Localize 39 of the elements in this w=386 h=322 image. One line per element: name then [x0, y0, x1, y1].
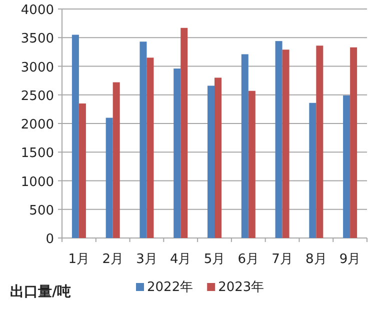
- legend-label: 2023年: [218, 280, 264, 295]
- bar: [309, 102, 316, 238]
- x-tick-label: 5月: [204, 252, 226, 267]
- bar: [316, 46, 324, 238]
- y-tick-label: 500: [29, 203, 54, 218]
- bar: [72, 34, 79, 238]
- x-tick-label: 3月: [136, 252, 158, 267]
- bar: [180, 28, 188, 238]
- bar: [174, 68, 181, 238]
- x-tick-label: 8月: [306, 252, 327, 267]
- bar: [343, 95, 350, 238]
- bar: [106, 118, 113, 238]
- bar: [282, 50, 290, 238]
- legend-label: 2022年: [147, 280, 194, 295]
- bar: [208, 86, 214, 238]
- bar: [350, 47, 358, 238]
- bar: [78, 103, 86, 238]
- x-tick-label: 2月: [102, 252, 124, 267]
- x-tick-label: 6月: [238, 252, 260, 267]
- bar: [112, 82, 120, 238]
- bar: [146, 58, 154, 238]
- y-tick-label: 3500: [20, 32, 54, 47]
- bar: [275, 41, 282, 238]
- y-tick-label: 2500: [20, 88, 54, 104]
- x-tick-label: 9月: [339, 252, 361, 267]
- y-tick-label: 4000: [20, 3, 54, 18]
- bar: [214, 78, 222, 238]
- y-tick-label: 1000: [20, 174, 54, 190]
- bar: [241, 54, 248, 238]
- y-axis-title: 出口量/吨: [10, 284, 72, 300]
- y-tick-label: 3000: [20, 60, 54, 76]
- y-tick-label: 2000: [20, 118, 54, 132]
- x-tick-label: 7月: [272, 252, 293, 267]
- x-tick-label: 1月: [68, 252, 90, 267]
- bar: [140, 42, 147, 238]
- x-tick-label: 4月: [170, 252, 192, 267]
- y-tick-label: 1500: [20, 146, 54, 162]
- y-tick-label: 0: [46, 232, 54, 247]
- bar: [248, 90, 256, 238]
